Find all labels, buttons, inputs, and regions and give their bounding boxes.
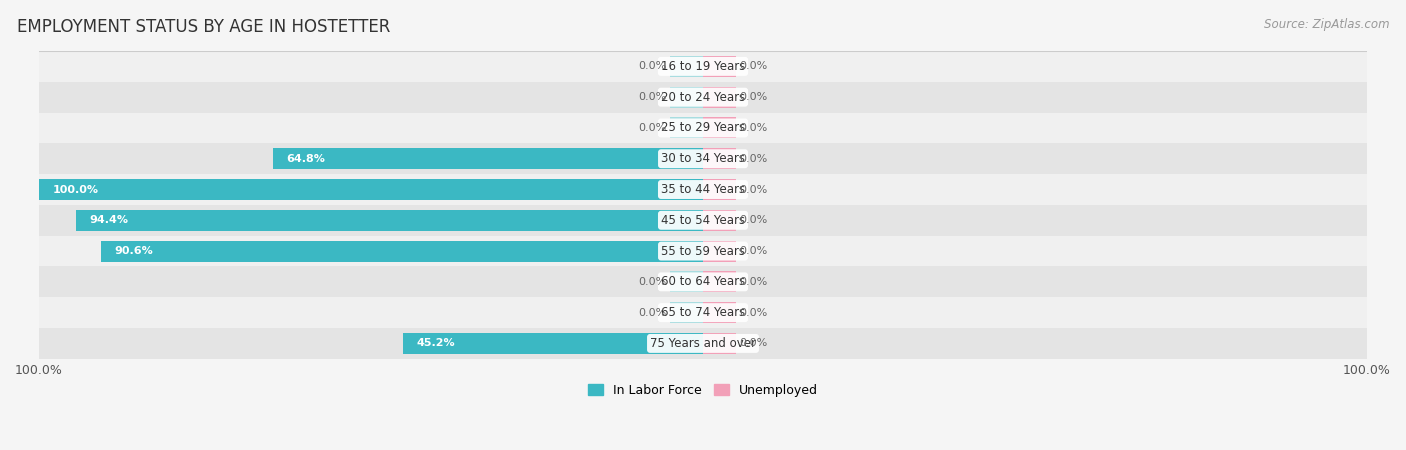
Text: 0.0%: 0.0% xyxy=(740,184,768,194)
Bar xyxy=(669,271,703,292)
Bar xyxy=(703,148,737,169)
Bar xyxy=(39,51,1367,82)
Bar xyxy=(39,179,703,200)
Bar xyxy=(703,210,737,231)
Bar xyxy=(669,87,703,108)
Text: 100.0%: 100.0% xyxy=(52,184,98,194)
Text: 94.4%: 94.4% xyxy=(90,215,128,225)
Bar xyxy=(703,56,737,77)
Bar xyxy=(39,82,1367,112)
Bar xyxy=(39,205,1367,236)
Bar xyxy=(39,328,1367,359)
Text: 45.2%: 45.2% xyxy=(416,338,454,348)
Text: 0.0%: 0.0% xyxy=(740,154,768,164)
Text: 0.0%: 0.0% xyxy=(638,61,666,72)
Bar xyxy=(669,117,703,139)
Bar xyxy=(703,302,737,323)
Text: 0.0%: 0.0% xyxy=(638,123,666,133)
Text: 30 to 34 Years: 30 to 34 Years xyxy=(661,152,745,165)
Text: 55 to 59 Years: 55 to 59 Years xyxy=(661,245,745,257)
Text: 0.0%: 0.0% xyxy=(740,338,768,348)
Bar xyxy=(703,117,737,139)
Text: 0.0%: 0.0% xyxy=(740,215,768,225)
Bar xyxy=(703,179,737,200)
Text: Source: ZipAtlas.com: Source: ZipAtlas.com xyxy=(1264,18,1389,31)
Bar xyxy=(404,333,703,354)
Text: 0.0%: 0.0% xyxy=(740,61,768,72)
Text: 75 Years and over: 75 Years and over xyxy=(650,337,756,350)
Bar xyxy=(669,56,703,77)
Text: 0.0%: 0.0% xyxy=(638,308,666,318)
Bar xyxy=(39,236,1367,266)
Bar xyxy=(101,241,703,261)
Bar xyxy=(39,174,1367,205)
Text: 0.0%: 0.0% xyxy=(740,308,768,318)
Text: EMPLOYMENT STATUS BY AGE IN HOSTETTER: EMPLOYMENT STATUS BY AGE IN HOSTETTER xyxy=(17,18,391,36)
Text: 45 to 54 Years: 45 to 54 Years xyxy=(661,214,745,227)
Bar xyxy=(39,266,1367,297)
Text: 0.0%: 0.0% xyxy=(740,123,768,133)
Text: 0.0%: 0.0% xyxy=(740,277,768,287)
Text: 0.0%: 0.0% xyxy=(638,277,666,287)
Bar xyxy=(273,148,703,169)
Bar xyxy=(703,333,737,354)
Bar xyxy=(703,87,737,108)
Bar xyxy=(669,302,703,323)
Bar xyxy=(39,297,1367,328)
Text: 0.0%: 0.0% xyxy=(740,92,768,102)
Text: 0.0%: 0.0% xyxy=(638,92,666,102)
Text: 0.0%: 0.0% xyxy=(740,246,768,256)
Text: 35 to 44 Years: 35 to 44 Years xyxy=(661,183,745,196)
Legend: In Labor Force, Unemployed: In Labor Force, Unemployed xyxy=(583,379,823,402)
Text: 25 to 29 Years: 25 to 29 Years xyxy=(661,122,745,135)
Bar xyxy=(703,271,737,292)
Text: 20 to 24 Years: 20 to 24 Years xyxy=(661,90,745,104)
Text: 16 to 19 Years: 16 to 19 Years xyxy=(661,60,745,73)
Bar xyxy=(703,241,737,261)
Text: 60 to 64 Years: 60 to 64 Years xyxy=(661,275,745,288)
Bar xyxy=(39,112,1367,144)
Text: 90.6%: 90.6% xyxy=(115,246,153,256)
Bar xyxy=(39,144,1367,174)
Text: 64.8%: 64.8% xyxy=(285,154,325,164)
Bar xyxy=(76,210,703,231)
Text: 65 to 74 Years: 65 to 74 Years xyxy=(661,306,745,319)
